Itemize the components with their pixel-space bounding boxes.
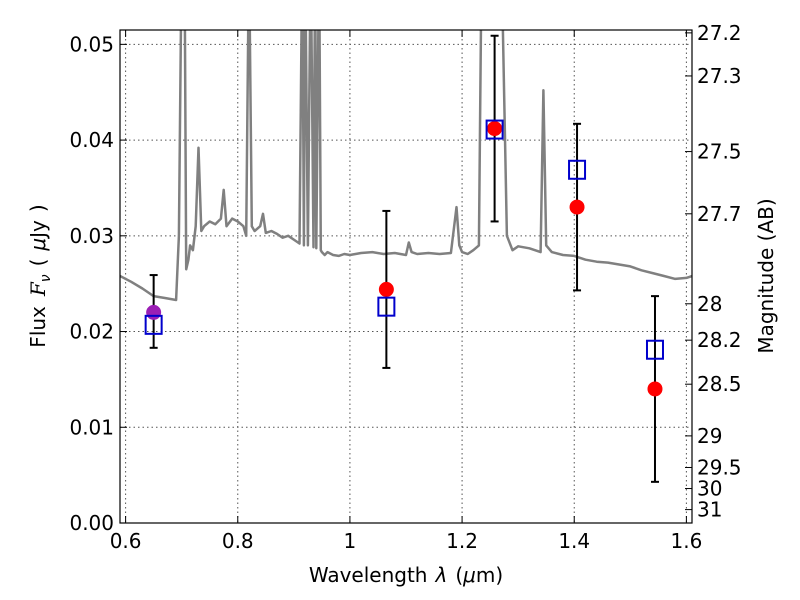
model-point (485, 119, 504, 140)
data-point (569, 199, 585, 215)
data-point (378, 281, 394, 297)
right-y-tick-label: 31 (697, 498, 722, 522)
x-tick-label: 1 (344, 529, 357, 553)
right-y-tick-label: 28 (697, 292, 722, 316)
y-tick-label: 0.05 (69, 32, 114, 56)
right-y-tick-label: 27.5 (697, 140, 742, 164)
model-point (377, 296, 396, 317)
axis-ticks: 0.6 0.8 1 1.2 1.4 1.6 0.00 0.01 0.02 0.03 0.04 0.05… (69, 21, 741, 553)
y-axis-label: FluxFν(μJy) (26, 204, 54, 347)
grid-lines (120, 30, 692, 524)
right-y-tick-label: 27.2 (697, 21, 742, 45)
right-y-tick-label: 27.7 (697, 202, 742, 226)
x-axis-label: Wavelength λ (μm) (309, 563, 503, 587)
right-y-tick-label: 28.5 (697, 372, 742, 396)
right-y-axis-label: Magnitude (AB) (754, 198, 778, 353)
right-y-tick-label: 28.2 (697, 328, 742, 352)
spectrum-line (120, 30, 692, 302)
y-tick-label: 0.04 (69, 128, 114, 152)
right-y-tick-label: 27.3 (697, 64, 742, 88)
x-tick-label: 1.2 (446, 529, 478, 553)
y-tick-label: 0.00 (69, 511, 114, 535)
model-point (645, 339, 664, 360)
y-tick-label: 0.02 (69, 320, 114, 344)
right-y-tick-label: 29.5 (697, 455, 742, 479)
plot-frame (119, 29, 693, 524)
right-y-tick-label: 30 (697, 477, 722, 501)
x-tick-label: 0.6 (110, 529, 142, 553)
x-tick-label: 1.4 (558, 529, 590, 553)
plot-area (120, 30, 692, 483)
data-point (487, 121, 503, 137)
data-point (146, 304, 162, 320)
y-tick-label: 0.01 (69, 415, 114, 439)
x-tick-label: 1.6 (670, 529, 702, 553)
y-tick-label: 0.03 (69, 224, 114, 248)
data-point (647, 381, 663, 397)
right-y-tick-label: 29 (697, 424, 722, 448)
model-point (144, 314, 163, 335)
model-point (568, 159, 587, 180)
x-tick-label: 0.8 (222, 529, 254, 553)
